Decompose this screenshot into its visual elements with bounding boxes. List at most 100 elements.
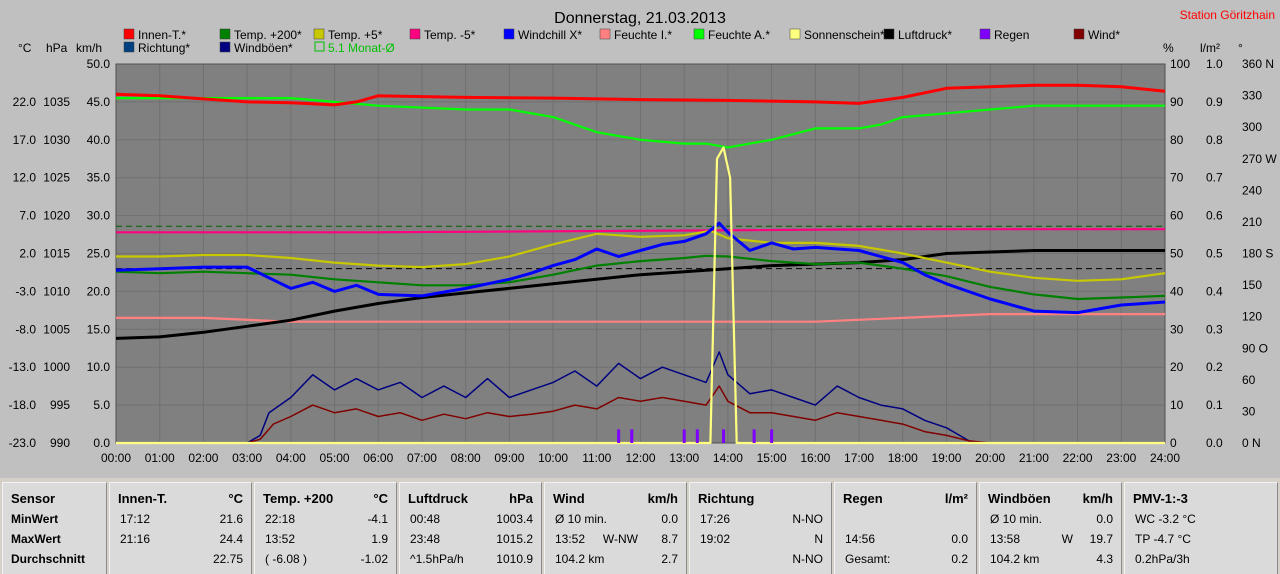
tick-time: 11:00 [582,451,611,465]
tick-rain: 0.5 [1206,247,1223,261]
panel-cell-label: 13:52 [555,532,586,546]
tick-time: 06:00 [363,451,393,465]
panel-cell-label: MaxWert [11,532,61,546]
reference-lines [116,225,1165,270]
panel-title: Luftdruck [408,491,468,506]
stats-panel: Richtung 17:26 N-NO 19:02 N N-NO 27 ° O-NO [689,482,832,574]
legend-swatch [409,28,421,40]
tick-percent: 90 [1170,95,1184,109]
panel-title: Sensor [11,491,56,506]
panel-row: 13:52 1.9 [255,532,396,551]
tick-celsius: 22.0 [13,95,37,109]
legend-label: Regen [994,28,1029,42]
tick-rain: 0.0 [1206,436,1223,450]
tick-time: 09:00 [494,451,524,465]
panel-row: MaxWert [3,532,106,551]
stats-panel: Sensor MinWert MaxWert Durchschnitt 21.03. 2… [2,482,107,574]
tick-time: 04:00 [276,451,306,465]
legend-swatch [1073,28,1085,40]
series-regen-bar [752,429,756,443]
series-temp-200 [115,254,1166,301]
tick-direction: 30 [1242,404,1256,418]
tick-hpa: 1025 [43,171,70,185]
panel-row: ^1.5hPa/h 1010.9 [400,552,541,571]
panel-row: N-NO [690,552,831,571]
panel-cell-value: 1003.4 [496,512,533,526]
tick-time: 12:00 [625,451,655,465]
panel-title: Windböen [988,491,1051,506]
tick-direction: 360 N [1242,57,1274,71]
series-sonnenschein [116,146,1165,445]
tick-time: 15:00 [757,451,787,465]
legend-label: Temp. +5* [328,28,383,42]
panel-cell-value: -1.02 [360,552,388,566]
panel-cell-label: 21:16 [120,532,151,546]
tick-celsius: 7.0 [19,209,36,223]
tick-percent: 70 [1170,171,1184,185]
tick-kmh: 25.0 [87,247,111,261]
axis-ticks: 22.0 17.0 12.0 7.0 2.0 -3.0 -8.0 -13.0 -18.0 -23.… [9,57,1278,465]
panel-cell-label: Ø 10 min. [990,512,1043,526]
panel-cell-label: 0.0 l/h [845,572,878,574]
panel-cell-label: 14:56 [845,532,876,546]
tick-kmh: 5.0 [93,398,110,412]
legend-swatch [599,28,611,40]
panel-row: Durchschnitt [3,552,106,571]
series-regen-bar [630,429,634,443]
tick-hpa: 1010 [43,284,70,298]
panel-cell-label: ( -6.08 ) [265,552,308,566]
tick-direction: 150 [1242,278,1262,292]
panel-cell-value: 23.2 [220,572,243,574]
panel-cell-value: 0.0 [951,572,968,574]
panel-cell-label: 23:48 [410,532,441,546]
tick-hpa: 990 [50,436,70,450]
panel-row: 104.2 km 4.3 [980,552,1121,571]
panel-cell-value: 0.0 [661,572,678,574]
panel-cell-label: 13:52 [265,532,296,546]
panel-row: 13:52 W-NW 8.7 [545,532,686,551]
panel-cell-label: F 89 % [265,572,303,574]
panel-row: 00:48 1003.4 [400,512,541,531]
panel-title: Wind [553,491,585,506]
panel-cell-value: 0.0 [951,532,968,546]
legend-label: 5.1 Monat-Ø [328,41,395,55]
series-luftdruck [115,249,1165,340]
tick-time: 19:00 [931,451,961,465]
panel-row: 27 ° O-NO [690,572,831,574]
panel-cell-value: 1.9 [371,532,388,546]
tick-kmh: 0.0 [93,436,110,450]
stats-panel: Windböen km/h Ø 10 min. 0.0 13:58 W 19.7 104.2 … [979,482,1122,574]
panel-cell-label: Gesamt: [845,552,891,566]
data-series [115,83,1166,445]
panel-row: 104.2 km 2.7 [545,552,686,571]
panel-row: Ø 10 min. 0.0 [980,512,1121,531]
tick-time: 08:00 [451,451,481,465]
tick-direction: 210 [1242,215,1262,229]
panel-cell-label: Durchschnitt [11,552,86,566]
panel-row [835,512,976,531]
unit-celsius: °C [18,41,32,55]
tick-kmh: 50.0 [87,57,111,71]
panel-row: TP -4.7 °C [1125,532,1277,551]
legend-swatch [219,41,231,53]
unit-percent: % [1163,41,1174,55]
tick-time: 10:00 [538,451,568,465]
panel-row: 14:56 0.0 [835,532,976,551]
tick-percent: 20 [1170,360,1184,374]
panel-cell-value: 22.75 [212,552,243,566]
tick-celsius: -3.0 [15,284,36,298]
panel-cell-value: 0.0 [661,512,678,526]
legend-label: Wind* [1088,28,1120,42]
stats-panel: Wind km/h Ø 10 min. 0.0 13:52 W-NW 8.7 104.2 km… [544,482,687,574]
legend-swatch [789,28,801,40]
panel-row: 17:12 21.6 [110,512,251,531]
series-regen-bar [617,429,621,443]
panel-row: Ø 10 min. 0.0 [545,512,686,531]
panel-cell-value: -4.1 [367,512,388,526]
tick-time: 20:00 [975,451,1005,465]
tick-celsius: -18.0 [9,398,37,412]
panel-cell-label: ^1.5hPa/h [410,552,464,566]
tick-kmh: 15.0 [87,322,111,336]
panel-row: 21.03. 23:59 [3,572,106,574]
panel-cell-label: 104.2 km [990,552,1040,566]
